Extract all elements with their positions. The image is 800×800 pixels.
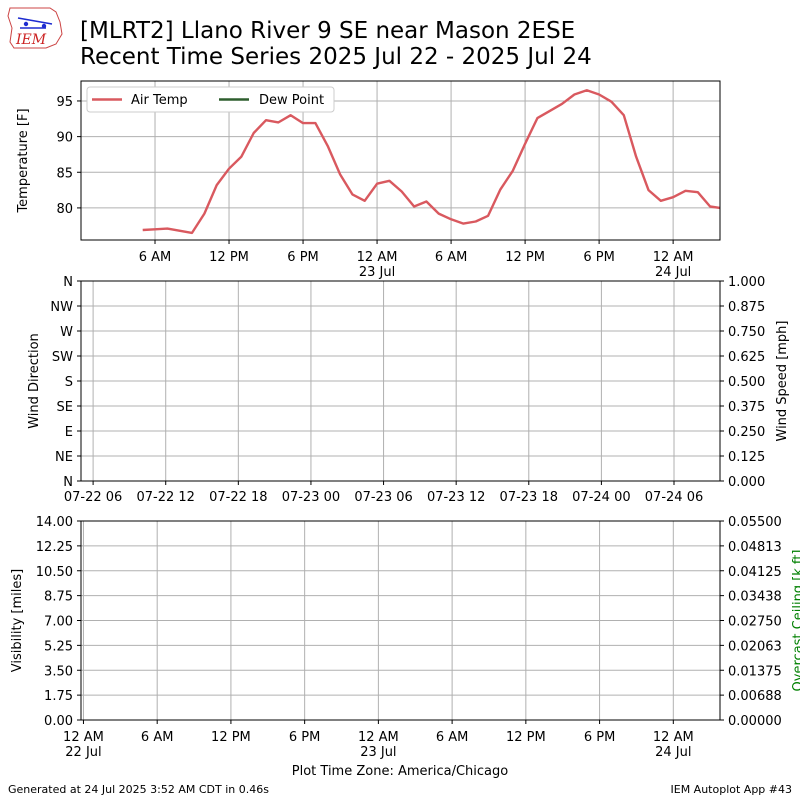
temp-xtick-label: 12 AM <box>653 250 694 265</box>
ceiling-tick-label: 0.04125 <box>728 565 782 580</box>
temp-plot-frame <box>80 80 721 241</box>
plot-timezone-xlabel: Plot Time Zone: America/Chicago <box>292 764 508 779</box>
ceiling-tick-label: 0.02750 <box>728 615 782 630</box>
ceiling-tick-label: 0.03438 <box>728 590 782 605</box>
ceiling-ylabel: Overcast Ceiling [k ft] <box>791 550 800 692</box>
iem-logo: IEM <box>6 6 66 54</box>
temp-xtick-label: 6 AM <box>139 250 172 265</box>
wind-speed-tick-label: 0.875 <box>728 300 765 315</box>
wind-xtick-label: 07-23 12 <box>427 490 485 505</box>
visibility-tick-label: 7.00 <box>44 615 73 630</box>
visibility-xtick-label: 12 AM <box>63 730 104 745</box>
app-footer: IEM Autoplot App #43 <box>670 783 793 796</box>
visibility-tick-label: 14.00 <box>36 515 73 530</box>
visibility-xtick-label: 6 PM <box>584 730 615 745</box>
temp-xtick-label: 12 PM <box>505 250 545 265</box>
ceiling-tick-label: 0.05500 <box>728 515 782 530</box>
visibility-xtick-label: 6 AM <box>141 730 174 745</box>
visibility-tick-label: 12.25 <box>36 540 73 555</box>
wind-speed-tick-label: 0.625 <box>728 350 765 365</box>
legend-label-air-temp: Air Temp <box>131 93 188 108</box>
wind-direction-tick-label: N <box>63 275 73 290</box>
wind-direction-ylabel: Wind Direction <box>27 333 42 429</box>
wind-direction-tick-label: S <box>65 375 73 390</box>
legend-box <box>86 86 335 113</box>
wind-xtick-label: 07-23 18 <box>500 490 558 505</box>
air-temp-line <box>142 89 721 235</box>
visibility-xtick-date-label: 23 Jul <box>360 745 396 760</box>
chart-title-line1: [MLRT2] Llano River 9 SE near Mason 2ESE <box>80 18 576 44</box>
visibility-xtick-date-label: 24 Jul <box>655 745 691 760</box>
generated-footer: Generated at 24 Jul 2025 3:52 AM CDT in … <box>8 783 269 796</box>
temp-ytick-label: 80 <box>56 202 73 217</box>
temp-ytick-label: 90 <box>56 131 73 146</box>
temp-xtick-label: 6 AM <box>435 250 468 265</box>
ceiling-tick-label: 0.00688 <box>728 689 782 704</box>
temp-xtick-date-label: 24 Jul <box>655 265 691 280</box>
wind-xtick-label: 07-23 00 <box>282 490 340 505</box>
visibility-plot-frame <box>80 520 721 721</box>
wind-speed-tick-label: 1.000 <box>728 275 765 290</box>
temp-ytick-label: 85 <box>56 166 73 181</box>
temp-xtick-date-label: 23 Jul <box>359 265 395 280</box>
ceiling-tick-label: 0.01375 <box>728 664 782 679</box>
wind-xtick-label: 07-24 00 <box>572 490 630 505</box>
visibility-tick-label: 3.50 <box>44 664 73 679</box>
wind-speed-tick-label: 0.000 <box>728 475 765 490</box>
visibility-xtick-date-label: 22 Jul <box>65 745 101 760</box>
temp-ytick-label: 95 <box>56 95 73 110</box>
wind-speed-tick-label: 0.500 <box>728 375 765 390</box>
visibility-xtick-label: 12 PM <box>506 730 546 745</box>
visibility-xtick-label: 12 AM <box>653 730 694 745</box>
wind-direction-tick-label: SE <box>57 400 73 415</box>
wind-xtick-label: 07-22 06 <box>64 490 122 505</box>
visibility-tick-label: 0.00 <box>44 714 73 729</box>
wind-xtick-label: 07-22 18 <box>209 490 267 505</box>
temp-xtick-label: 12 PM <box>209 250 249 265</box>
visibility-tick-label: 5.25 <box>44 639 73 654</box>
temp-xtick-label: 6 PM <box>287 250 318 265</box>
visibility-tick-label: 10.50 <box>36 565 73 580</box>
wind-direction-tick-label: NE <box>55 450 73 465</box>
temp-ylabel: Temperature [F] <box>16 108 31 213</box>
wind-speed-tick-label: 0.750 <box>728 325 765 340</box>
wind-direction-tick-label: E <box>65 425 73 440</box>
wind-speed-tick-label: 0.250 <box>728 425 765 440</box>
visibility-xtick-label: 6 AM <box>436 730 469 745</box>
wind-direction-tick-label: NW <box>50 300 73 315</box>
wind-xtick-label: 07-23 06 <box>354 490 412 505</box>
ceiling-tick-label: 0.04813 <box>728 540 782 555</box>
wind-speed-tick-label: 0.125 <box>728 450 765 465</box>
visibility-tick-label: 1.75 <box>44 689 73 704</box>
temp-xtick-label: 6 PM <box>583 250 614 265</box>
wind-direction-tick-label: SW <box>52 350 73 365</box>
wind-speed-ylabel: Wind Speed [mph] <box>775 321 790 442</box>
visibility-xtick-label: 12 AM <box>358 730 399 745</box>
wind-plot-frame <box>80 280 721 482</box>
svg-text:IEM: IEM <box>15 32 47 48</box>
legend-label-dew-point: Dew Point <box>259 93 324 108</box>
wind-direction-tick-label: W <box>60 325 73 340</box>
ceiling-tick-label: 0.00000 <box>728 714 782 729</box>
wind-speed-tick-label: 0.375 <box>728 400 765 415</box>
chart-title-line2: Recent Time Series 2025 Jul 22 - 2025 Ju… <box>80 44 592 70</box>
visibility-ylabel: Visibility [miles] <box>10 569 25 672</box>
temp-xtick-label: 12 AM <box>357 250 398 265</box>
visibility-tick-label: 8.75 <box>44 590 73 605</box>
wind-xtick-label: 07-22 12 <box>136 490 194 505</box>
wind-xtick-label: 07-24 06 <box>645 490 703 505</box>
visibility-xtick-label: 12 PM <box>211 730 251 745</box>
wind-direction-tick-label: N <box>63 475 73 490</box>
ceiling-tick-label: 0.02063 <box>728 639 782 654</box>
visibility-xtick-label: 6 PM <box>289 730 320 745</box>
